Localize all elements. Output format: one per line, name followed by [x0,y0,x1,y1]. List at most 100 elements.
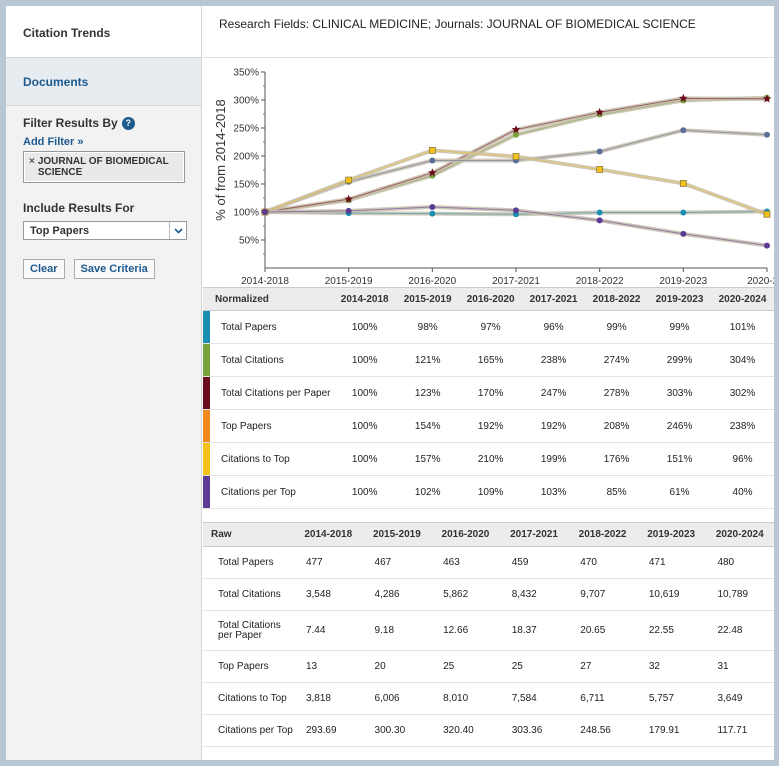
row-label: Citations per Top [218,724,293,736]
table-cell: 32 [648,661,660,672]
normalized-table: Normalized 2014-2018 2015-2019 2016-2020 201… [203,287,774,509]
data-point[interactable] [513,131,519,138]
row-label: Citations per Top [221,486,296,498]
normalized-header-label: Normalized [215,293,269,305]
data-point[interactable] [344,194,353,203]
raw-table: Raw 2014-2018 2015-2019 2016-2020 2017-2021 2… [203,522,774,747]
data-point[interactable] [763,210,771,218]
raw-header-cell: 2018-2022 [578,529,627,540]
app-frame: Citation Trends Documents Filter Results… [6,6,774,760]
table-cell: 109% [477,486,504,498]
filter-heading: Filter Results By ? [23,116,201,130]
table-cell: 25 [511,661,523,672]
table-cell: 98% [417,321,438,333]
table-cell: 300.30 [374,725,406,736]
clear-button[interactable]: Clear [23,259,65,279]
table-cell: 247% [540,387,567,399]
data-point[interactable] [764,242,770,249]
table-row: Total Citations per Paper 7.44 9.18 12.66 18… [203,611,774,651]
table-row: Top Papers 13 20 25 25 27 32 31 [203,651,774,683]
table-cell: 320.40 [443,725,474,736]
table-cell: 459 [511,557,529,568]
table-row: Total Papers 100% 98% 97% 96% 99% 99% 101% [203,311,774,344]
table-row: Total Citations per Paper 100% 123% 170% 247… [203,377,774,410]
table-cell: 13 [305,661,318,672]
include-results-select[interactable]: Top Papers [23,221,187,240]
page-title: Research Fields: CLINICAL MEDICINE; Jour… [203,6,774,58]
data-point[interactable] [596,166,604,173]
table-cell: 278% [603,387,630,399]
table-cell: 102% [414,486,441,498]
table-cell: 85% [606,486,627,498]
table-cell: 117.71 [717,725,748,736]
y-tick-label: 100% [233,208,259,219]
filter-heading-label: Filter Results By [23,116,118,130]
table-cell: 101% [729,321,756,333]
table-cell: 20.65 [580,625,606,636]
table-row: Citations per Top 293.69 300.30 320.40 303.3… [203,715,774,747]
table-cell: 463 [443,557,460,568]
data-point[interactable] [511,125,521,134]
chevron-down-icon[interactable] [169,222,186,239]
table-cell: 238% [729,420,756,432]
table-cell: 238% [540,354,567,366]
table-cell: 96% [732,453,753,465]
table-cell: 6,711 [580,693,605,704]
normalized-header-cell: 2014-2018 [340,293,389,305]
data-point[interactable] [429,157,436,164]
data-point[interactable] [679,93,688,102]
data-point[interactable] [679,180,687,187]
row-label: Citations to Top [221,453,290,465]
table-cell: 302% [729,387,756,399]
y-tick-label: 350% [233,68,259,79]
data-point[interactable] [345,176,353,184]
series-color-swatch [203,410,210,442]
table-cell: 20 [374,661,386,672]
normalized-header-row: Normalized 2014-2018 2015-2019 2016-2020 201… [203,287,774,311]
table-row: Total Papers 477 467 463 459 470 471 480 [203,547,774,579]
data-point[interactable] [428,168,437,177]
table-row: Citations to Top 3,818 6,006 8,010 7,584 6,71… [203,683,774,715]
data-point[interactable] [512,153,520,160]
table-cell: 199% [540,453,567,465]
add-filter-link[interactable]: Add Filter » [23,136,84,148]
table-cell: 25 [443,661,455,672]
table-cell: 304% [729,354,756,366]
data-point[interactable] [262,209,268,215]
data-point[interactable] [595,107,604,116]
table-cell: 480 [717,557,735,568]
remove-filter-icon[interactable]: × [29,156,35,167]
filter-buttons: Clear Save Criteria [23,259,201,279]
table-cell: 5,862 [443,589,469,600]
help-icon[interactable]: ? [121,116,135,130]
raw-header-cell: 2019-2023 [647,529,696,540]
documents-link[interactable]: Documents [6,58,201,106]
data-point[interactable] [513,207,519,214]
data-point[interactable] [764,131,770,138]
table-cell: 100% [351,420,378,432]
raw-header-cell: 2016-2020 [441,529,490,540]
data-point[interactable] [345,207,352,214]
data-point[interactable] [680,230,687,237]
data-point[interactable] [596,217,603,224]
save-criteria-button[interactable]: Save Criteria [73,259,155,279]
data-point[interactable] [428,147,436,154]
table-cell: 165% [477,354,504,366]
table-cell: 192% [477,420,504,432]
data-point[interactable] [429,203,436,210]
row-label: Total Citations per Paper [221,387,331,399]
normalized-header-cell: 2020-2024 [718,293,767,305]
data-point[interactable] [680,209,687,216]
data-point[interactable] [762,94,772,103]
table-cell: 100% [351,354,378,366]
y-tick-label: 50% [239,236,259,247]
data-point[interactable] [596,209,603,216]
normalized-header-cell: 2017-2021 [529,293,578,305]
table-cell: 303.36 [511,725,543,736]
data-point[interactable] [680,127,687,134]
data-point[interactable] [596,148,603,155]
data-point[interactable] [429,210,436,217]
table-cell: 6,006 [374,693,400,704]
table-cell: 100% [351,321,378,333]
raw-header-cell: 2020-2024 [715,529,764,540]
